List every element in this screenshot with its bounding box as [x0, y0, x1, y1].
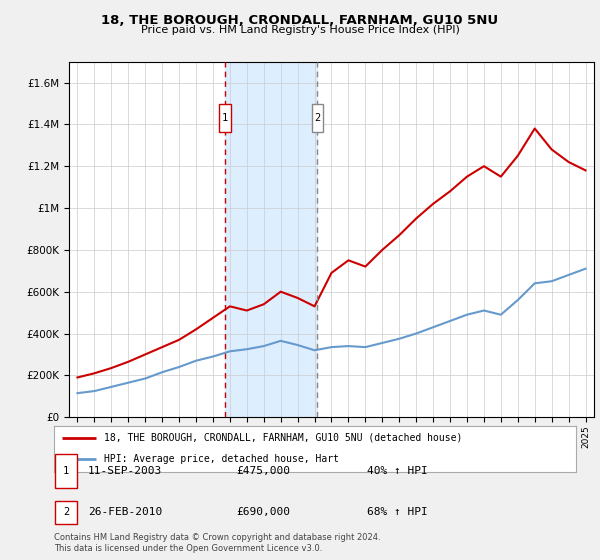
Text: £475,000: £475,000 [236, 466, 290, 476]
Text: HPI: Average price, detached house, Hart: HPI: Average price, detached house, Hart [104, 454, 338, 464]
Text: 2: 2 [314, 113, 320, 123]
Text: 68% ↑ HPI: 68% ↑ HPI [367, 507, 428, 517]
FancyBboxPatch shape [219, 105, 231, 132]
Text: Contains HM Land Registry data © Crown copyright and database right 2024.
This d: Contains HM Land Registry data © Crown c… [54, 533, 380, 553]
Text: 18, THE BOROUGH, CRONDALL, FARNHAM, GU10 5NU (detached house): 18, THE BOROUGH, CRONDALL, FARNHAM, GU10… [104, 433, 462, 443]
FancyBboxPatch shape [55, 501, 77, 524]
Text: 40% ↑ HPI: 40% ↑ HPI [367, 466, 428, 476]
Text: 1: 1 [221, 113, 228, 123]
Text: 26-FEB-2010: 26-FEB-2010 [88, 507, 162, 517]
Bar [225, 62, 317, 417]
Text: 1: 1 [63, 466, 69, 476]
Text: 18, THE BOROUGH, CRONDALL, FARNHAM, GU10 5NU: 18, THE BOROUGH, CRONDALL, FARNHAM, GU10… [101, 14, 499, 27]
Text: £690,000: £690,000 [236, 507, 290, 517]
FancyBboxPatch shape [311, 105, 323, 132]
FancyBboxPatch shape [55, 454, 77, 488]
Text: 2: 2 [63, 507, 69, 517]
Text: Price paid vs. HM Land Registry's House Price Index (HPI): Price paid vs. HM Land Registry's House … [140, 25, 460, 35]
Text: 11-SEP-2003: 11-SEP-2003 [88, 466, 162, 476]
